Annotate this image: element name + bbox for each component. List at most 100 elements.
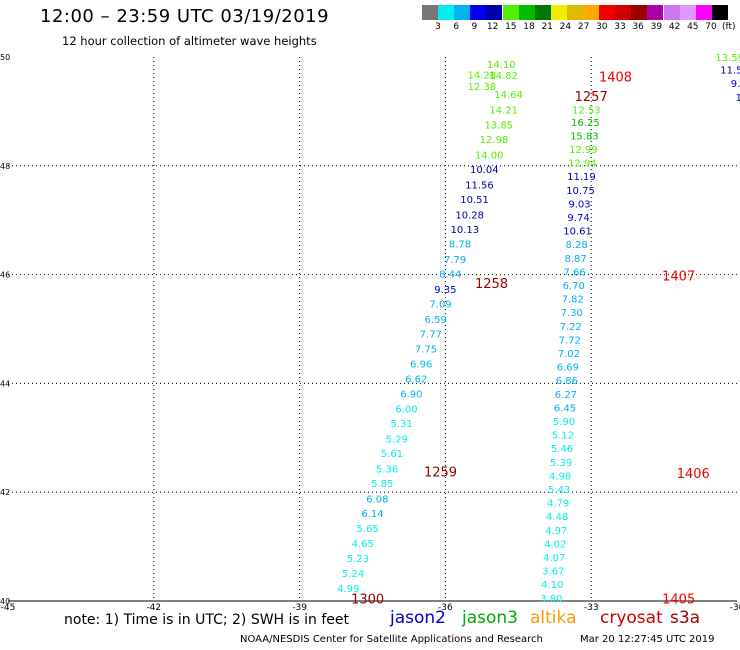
wave-height-value: 9.79 — [731, 79, 740, 90]
wave-height-value: 10.75 — [566, 186, 595, 197]
wave-height-value: 11.56 — [465, 180, 494, 191]
legend-label: 36 — [632, 22, 644, 32]
wave-height-value: 6.62 — [405, 375, 427, 386]
footnote: note: 1) Time is in UTC; 2) SWH is in fe… — [64, 612, 350, 628]
lat-tick-label: 40 — [0, 597, 10, 606]
legend-swatch — [583, 5, 599, 20]
wave-height-value: 10.51 — [460, 195, 489, 206]
lon-tick-label: -30 — [730, 603, 740, 613]
wave-height-value: 7.75 — [415, 345, 437, 356]
legend-label: 15 — [505, 22, 517, 32]
wave-height-value: 4.07 — [543, 553, 565, 564]
wave-height-value: 4.97 — [545, 526, 567, 537]
wave-height-value: 8.44 — [439, 270, 461, 281]
legend-label: 30 — [596, 22, 608, 32]
lon-tick-label: -39 — [292, 603, 307, 613]
wave-height-value: 5.90 — [553, 417, 575, 428]
legend-label: 24 — [559, 22, 572, 32]
wave-height-value: 7.02 — [558, 349, 580, 360]
wave-height-value: 3.80 — [540, 594, 562, 605]
wave-height-value: 15.83 — [570, 131, 599, 142]
lon-tick-label: -33 — [584, 603, 599, 613]
wave-height-value: 5.61 — [381, 449, 403, 460]
wave-height-value: 12.94 — [568, 159, 597, 170]
legend-swatch — [438, 5, 455, 20]
legend-label: 27 — [577, 22, 590, 32]
pass-time-label: 1405 — [662, 592, 695, 607]
pass-time-label: 1259 — [424, 466, 457, 481]
wave-height-value: 12.99 — [569, 145, 598, 156]
wave-height-value: 5.85 — [371, 479, 393, 490]
page-subtitle: 12 hour collection of altimeter wave hei… — [62, 34, 317, 48]
wave-height-value: 7.79 — [444, 255, 466, 266]
legend-swatch — [566, 5, 583, 20]
legend-swatch — [550, 5, 567, 20]
wave-height-value: 7.77 — [420, 329, 442, 340]
wave-height-value: 12.38 — [468, 82, 497, 93]
wave-height-value: 12.53 — [572, 105, 601, 116]
wave-height-value: 4.65 — [352, 539, 374, 550]
wave-height-value: 14.21 — [489, 105, 518, 116]
legend-swatch — [599, 5, 616, 20]
wave-height-value: 7.22 — [560, 322, 582, 333]
wave-height-value: 6.45 — [554, 403, 576, 414]
wave-height-value: 6.96 — [410, 359, 432, 370]
wave-height-value: 4.48 — [546, 512, 568, 523]
lon-tick-label: -36 — [438, 603, 453, 613]
pass-time-label: 1300 — [351, 592, 384, 607]
wave-height-value: 7.82 — [562, 295, 584, 306]
lon-tick-label: -42 — [146, 603, 161, 613]
legend-swatch — [615, 5, 632, 20]
wave-height-value: 5.43 — [548, 485, 570, 496]
legend-swatch — [647, 5, 664, 20]
wave-height-value: 16.25 — [571, 118, 600, 129]
wave-height-value: 4.79 — [547, 499, 569, 510]
wave-height-value: 9.35 — [434, 285, 456, 296]
lat-tick-label: 50 — [0, 53, 10, 62]
wave-height-value: 5.24 — [342, 569, 364, 580]
wave-height-value: 5.31 — [391, 419, 413, 430]
wave-height-value: 5.36 — [376, 464, 398, 475]
wave-height-value: 13.85 — [485, 121, 514, 132]
legend-label: 70 — [705, 22, 717, 32]
legend-label: 12 — [486, 22, 499, 32]
wave-height-value: 5.12 — [552, 431, 574, 442]
legend-label: 33 — [614, 22, 626, 32]
wave-height-value: 7.09 — [429, 300, 451, 311]
wave-height-value: 10.4 — [736, 93, 740, 104]
wave-height-value: 14.64 — [494, 90, 523, 101]
page-title: 12:00 – 23:59 UTC 03/19/2019 — [40, 6, 330, 27]
legend-label: 45 — [687, 22, 699, 32]
wave-height-value: 11.19 — [567, 172, 596, 183]
pass-time-label: 1407 — [662, 270, 695, 285]
lat-tick-label: 42 — [0, 488, 10, 497]
wave-height-value: 10.04 — [470, 165, 499, 176]
legend-swatch — [422, 5, 438, 20]
wave-height-value: 11.50 — [720, 66, 740, 77]
satellite-name: altika — [530, 608, 577, 628]
wave-height-value: 13.59 — [715, 53, 740, 64]
legend-swatch — [695, 5, 712, 20]
legend-swatch — [711, 5, 728, 20]
legend-swatch — [486, 5, 503, 20]
satellite-name: cryosat — [600, 608, 663, 628]
legend-swatch — [663, 5, 680, 20]
wave-height-value: 8.28 — [565, 240, 587, 251]
wave-height-value: 14.10 — [487, 60, 516, 71]
wave-height-value: 6.70 — [563, 281, 585, 292]
wave-height-value: 4.10 — [541, 580, 563, 591]
wave-height-value: 14.82 — [489, 71, 518, 82]
wave-height-value: 12.98 — [480, 135, 509, 146]
wave-height-value: 9.03 — [568, 199, 590, 210]
wave-height-value: 10.28 — [455, 210, 484, 221]
pass-time-label: 1258 — [475, 277, 508, 292]
legend-swatch — [518, 5, 535, 20]
wave-height-value: 9.74 — [567, 213, 589, 224]
wave-height-value: 5.29 — [386, 434, 408, 445]
lat-tick-label: 48 — [0, 162, 10, 171]
wave-height-value: 10.61 — [563, 227, 592, 238]
wave-height-value: 8.87 — [565, 254, 587, 265]
legend-swatch — [679, 5, 696, 20]
lat-tick-label: 46 — [0, 271, 10, 280]
